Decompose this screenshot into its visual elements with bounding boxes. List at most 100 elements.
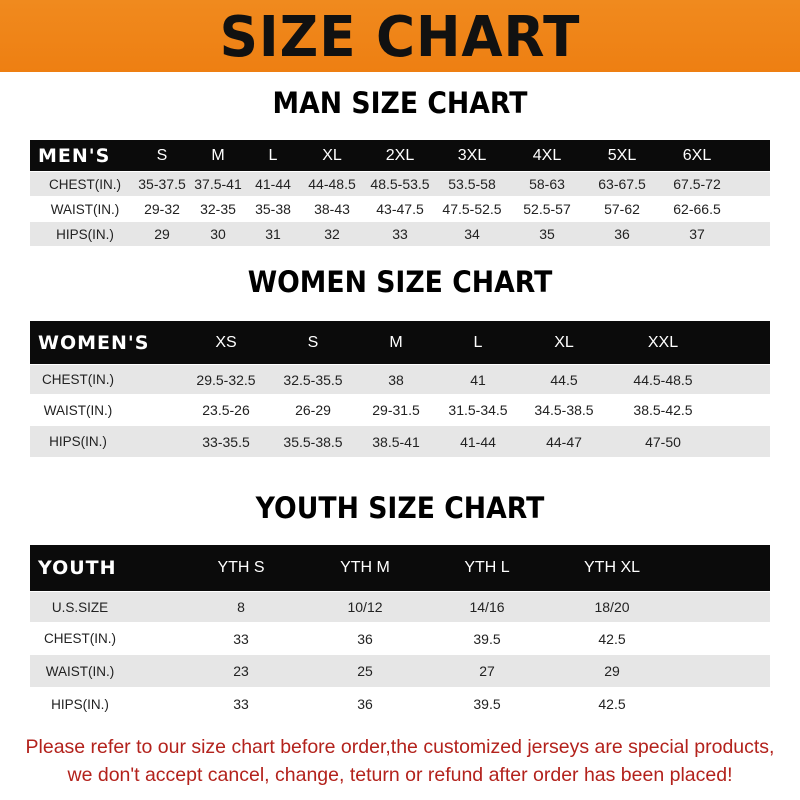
size-header: 2XL bbox=[385, 146, 415, 164]
measure-label: U.S.SIZE bbox=[51, 599, 109, 615]
men-size-table: MEN'S S M L XL 2XL 3XL 4XL 5XL 6XL CHEST(IN.) 35-37… bbox=[30, 140, 770, 247]
measure-value: 35 bbox=[539, 226, 555, 242]
size-header: YTH L bbox=[464, 559, 510, 576]
table-row: CHEST(IN.) 29.5-32.5 32.5-35.5 38 41 44.5 44.5… bbox=[30, 365, 770, 394]
measure-value: 44.5 bbox=[550, 371, 578, 388]
measure-label: WAIST(IN.) bbox=[43, 402, 113, 418]
measure-value: 34.5-38.5 bbox=[534, 402, 594, 418]
measure-value: 52.5-57 bbox=[523, 201, 571, 217]
measure-value: 31 bbox=[265, 226, 281, 242]
size-header: L bbox=[268, 146, 278, 164]
measure-value: 39.5 bbox=[473, 696, 501, 712]
size-header: YTH M bbox=[340, 559, 390, 576]
measure-value: 42.5 bbox=[598, 696, 626, 712]
table-row: CHEST(IN.) 35-37.5 37.5-41 41-44 44-48.5 48.5… bbox=[30, 172, 770, 196]
notice-line-1: Please refer to our size chart before or… bbox=[25, 736, 775, 758]
measure-value: 41-44 bbox=[460, 433, 496, 450]
measure-value: 35.5-38.5 bbox=[283, 433, 343, 450]
table-row: HIPS(IN.) 29 30 31 32 33 34 35 36 37 bbox=[30, 222, 770, 246]
measure-value: 29-31.5 bbox=[372, 402, 420, 418]
table-row: HIPS(IN.) 33 36 39.5 42.5 bbox=[30, 688, 770, 720]
men-header-row: MEN'S S M L XL 2XL 3XL 4XL 5XL 6XL bbox=[30, 140, 770, 171]
measure-value: 27 bbox=[479, 663, 495, 679]
measure-value: 41-44 bbox=[255, 176, 291, 192]
size-header: XS bbox=[215, 333, 237, 351]
measure-value: 47.5-52.5 bbox=[442, 201, 502, 217]
notice-line-2: we don't accept cancel, change, teturn o… bbox=[67, 764, 733, 786]
size-header: 3XL bbox=[457, 146, 487, 164]
table-row: U.S.SIZE 8 10/12 14/16 18/20 bbox=[30, 592, 770, 622]
measure-value: 33 bbox=[233, 630, 249, 647]
table-row: CHEST(IN.) 33 36 39.5 42.5 bbox=[30, 623, 770, 654]
measure-value: 48.5-53.5 bbox=[370, 176, 430, 192]
measure-value: 29 bbox=[604, 663, 620, 679]
measure-label: HIPS(IN.) bbox=[56, 226, 114, 242]
measure-value: 44-48.5 bbox=[308, 176, 356, 192]
size-header: M bbox=[211, 146, 225, 164]
women-section-title: WOMEN SIZE CHART bbox=[247, 265, 553, 299]
size-header: S bbox=[307, 333, 319, 351]
measure-value: 43-47.5 bbox=[376, 201, 424, 217]
measure-value: 35-37.5 bbox=[138, 176, 186, 192]
measure-value: 62-66.5 bbox=[673, 201, 721, 217]
measure-value: 41 bbox=[470, 371, 486, 388]
size-header: YTH XL bbox=[583, 559, 641, 576]
measure-value: 30 bbox=[210, 226, 226, 242]
table-row: WAIST(IN.) 29-32 32-35 35-38 38-43 43-47.5 47.… bbox=[30, 197, 770, 221]
measure-value: 26-29 bbox=[295, 402, 331, 418]
measure-label: HIPS(IN.) bbox=[51, 696, 109, 712]
measure-value: 31.5-34.5 bbox=[448, 402, 508, 418]
measure-value: 35-38 bbox=[255, 201, 291, 217]
women-size-table: WOMEN'S XS S M L XL XXL CHEST(IN.) 29.5-32.5 32.5… bbox=[30, 321, 770, 458]
measure-value: 38.5-41 bbox=[372, 433, 420, 450]
table-label: MEN'S bbox=[38, 144, 111, 167]
measure-value: 10/12 bbox=[347, 599, 383, 615]
measure-value: 44-47 bbox=[546, 433, 582, 450]
measure-label: WAIST(IN.) bbox=[50, 201, 120, 217]
measure-value: 29.5-32.5 bbox=[196, 371, 256, 388]
measure-label: WAIST(IN.) bbox=[45, 663, 115, 679]
size-header: XL bbox=[322, 146, 342, 164]
table-row: WAIST(IN.) 23.5-26 26-29 29-31.5 31.5-34.5 34… bbox=[30, 395, 770, 425]
measure-value: 63-67.5 bbox=[598, 176, 646, 192]
measure-value: 14/16 bbox=[469, 599, 505, 615]
measure-value: 34 bbox=[464, 226, 480, 242]
measure-value: 57-62 bbox=[604, 201, 640, 217]
title-banner: SIZE CHART bbox=[0, 0, 800, 72]
measure-value: 32-35 bbox=[200, 201, 236, 217]
measure-value: 36 bbox=[357, 630, 373, 647]
measure-value: 67.5-72 bbox=[673, 176, 721, 192]
measure-value: 18/20 bbox=[594, 599, 630, 615]
measure-value: 38-43 bbox=[314, 201, 350, 217]
women-header-row: WOMEN'S XS S M L XL XXL bbox=[30, 321, 770, 364]
table-row: HIPS(IN.) 33-35.5 35.5-38.5 38.5-41 41-44 44-… bbox=[30, 426, 770, 457]
measure-label: HIPS(IN.) bbox=[49, 434, 107, 449]
measure-label: CHEST(IN.) bbox=[42, 372, 114, 387]
measure-value: 37 bbox=[689, 226, 705, 242]
table-label: WOMEN'S bbox=[38, 331, 150, 354]
measure-value: 44.5-48.5 bbox=[633, 371, 693, 388]
size-header: XXL bbox=[647, 333, 679, 351]
measure-value: 53.5-58 bbox=[448, 176, 496, 192]
measure-label: CHEST(IN.) bbox=[49, 176, 121, 192]
measure-value: 23 bbox=[233, 663, 249, 679]
measure-value: 47-50 bbox=[645, 433, 681, 450]
size-header: M bbox=[389, 333, 403, 351]
measure-value: 58-63 bbox=[529, 176, 565, 192]
youth-section-title: YOUTH SIZE CHART bbox=[255, 491, 545, 525]
measure-value: 33 bbox=[392, 226, 408, 242]
size-header: YTH S bbox=[217, 559, 265, 576]
measure-value: 29 bbox=[154, 226, 170, 242]
measure-value: 33 bbox=[233, 696, 249, 712]
measure-value: 32.5-35.5 bbox=[283, 371, 343, 388]
measure-value: 25 bbox=[357, 663, 373, 679]
measure-value: 32 bbox=[324, 226, 340, 242]
measure-value: 37.5-41 bbox=[194, 176, 242, 192]
size-header: L bbox=[473, 333, 483, 351]
measure-value: 39.5 bbox=[473, 630, 501, 647]
measure-value: 8 bbox=[237, 599, 245, 615]
youth-size-table: YOUTH YTH S YTH M YTH L YTH XL U.S.SIZE 8 10/12… bbox=[30, 545, 770, 721]
measure-value: 36 bbox=[614, 226, 630, 242]
measure-value: 36 bbox=[357, 696, 373, 712]
table-label: YOUTH bbox=[38, 557, 117, 579]
